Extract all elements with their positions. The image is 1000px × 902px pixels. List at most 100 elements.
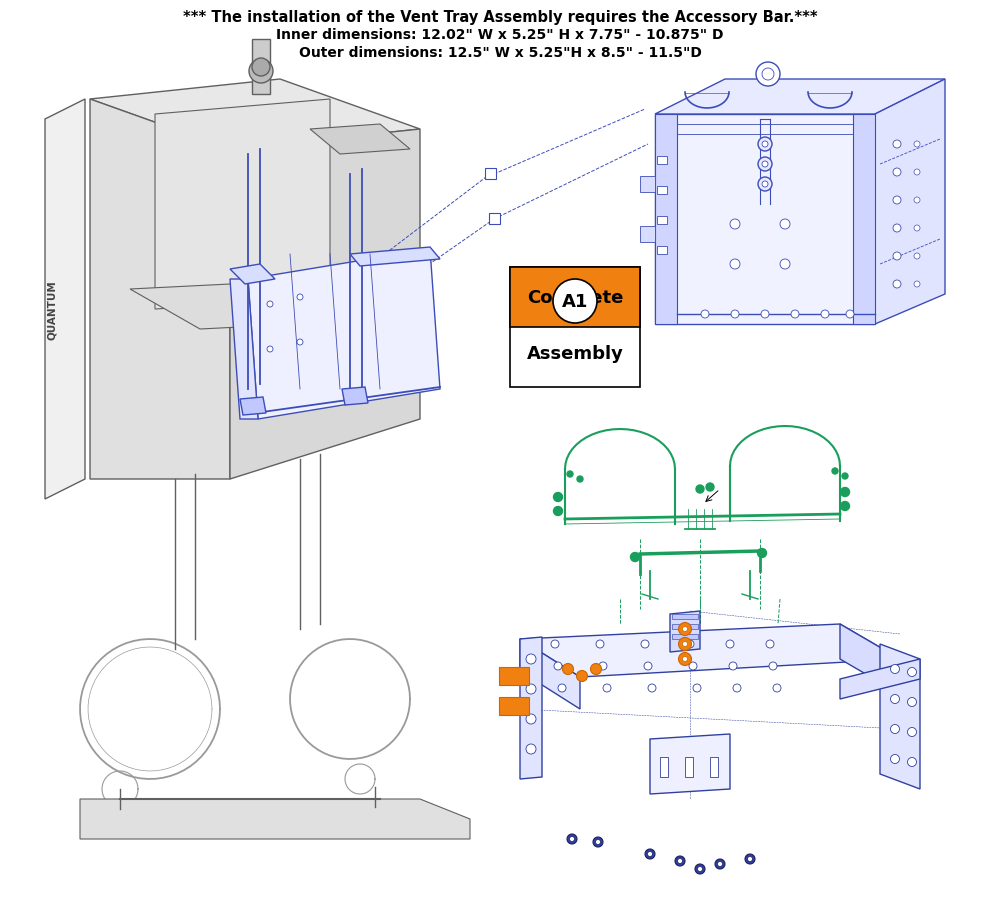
Circle shape bbox=[758, 178, 772, 192]
Polygon shape bbox=[880, 644, 920, 789]
Circle shape bbox=[678, 638, 692, 650]
Polygon shape bbox=[520, 640, 580, 709]
Bar bbox=[252, 40, 270, 95]
Circle shape bbox=[731, 310, 739, 318]
Polygon shape bbox=[840, 659, 920, 699]
Circle shape bbox=[693, 685, 701, 692]
Circle shape bbox=[893, 225, 901, 233]
Circle shape bbox=[698, 867, 702, 871]
Circle shape bbox=[631, 553, 640, 562]
Text: Complete: Complete bbox=[527, 289, 623, 307]
Polygon shape bbox=[840, 624, 900, 695]
Circle shape bbox=[730, 220, 740, 230]
Circle shape bbox=[891, 724, 900, 733]
Bar bbox=[710, 757, 718, 778]
Polygon shape bbox=[853, 115, 875, 325]
Polygon shape bbox=[130, 280, 400, 329]
Polygon shape bbox=[650, 734, 730, 794]
Circle shape bbox=[689, 662, 697, 670]
Bar bbox=[657, 157, 667, 165]
FancyBboxPatch shape bbox=[499, 667, 529, 686]
Circle shape bbox=[554, 493, 562, 502]
Circle shape bbox=[766, 640, 774, 649]
Circle shape bbox=[840, 488, 850, 497]
Circle shape bbox=[596, 640, 604, 649]
Circle shape bbox=[893, 197, 901, 205]
Bar bbox=[657, 247, 667, 254]
Circle shape bbox=[562, 664, 574, 675]
Circle shape bbox=[267, 346, 273, 353]
Polygon shape bbox=[655, 115, 677, 325]
Circle shape bbox=[678, 653, 692, 666]
Circle shape bbox=[554, 507, 562, 516]
Bar bbox=[672, 624, 698, 630]
Circle shape bbox=[526, 654, 536, 664]
Circle shape bbox=[762, 161, 768, 168]
Bar bbox=[672, 634, 698, 640]
Polygon shape bbox=[240, 398, 266, 416]
Circle shape bbox=[758, 138, 772, 152]
Circle shape bbox=[891, 665, 900, 674]
Circle shape bbox=[715, 859, 725, 869]
Polygon shape bbox=[230, 264, 275, 285]
Circle shape bbox=[648, 851, 652, 857]
Circle shape bbox=[682, 627, 688, 631]
Circle shape bbox=[891, 755, 900, 764]
Circle shape bbox=[599, 662, 607, 670]
Polygon shape bbox=[640, 226, 655, 243]
Circle shape bbox=[914, 198, 920, 204]
Polygon shape bbox=[230, 130, 420, 480]
Polygon shape bbox=[670, 612, 700, 652]
FancyBboxPatch shape bbox=[499, 697, 529, 715]
Polygon shape bbox=[248, 250, 440, 419]
Bar bbox=[685, 757, 693, 778]
Circle shape bbox=[726, 640, 734, 649]
Circle shape bbox=[914, 281, 920, 288]
Circle shape bbox=[641, 640, 649, 649]
Circle shape bbox=[267, 301, 273, 308]
Bar bbox=[485, 169, 496, 179]
Polygon shape bbox=[342, 388, 368, 406]
Text: Inner dimensions: 12.02" W x 5.25" H x 7.75" - 10.875" D: Inner dimensions: 12.02" W x 5.25" H x 7… bbox=[276, 28, 724, 42]
Circle shape bbox=[706, 483, 714, 492]
Polygon shape bbox=[310, 124, 410, 155]
Circle shape bbox=[526, 744, 536, 754]
Circle shape bbox=[645, 849, 655, 859]
Circle shape bbox=[648, 685, 656, 692]
Circle shape bbox=[297, 295, 303, 300]
Text: A1: A1 bbox=[562, 292, 588, 310]
Circle shape bbox=[846, 310, 854, 318]
Circle shape bbox=[596, 840, 600, 844]
Circle shape bbox=[914, 170, 920, 176]
Polygon shape bbox=[90, 100, 230, 480]
Circle shape bbox=[733, 685, 741, 692]
Polygon shape bbox=[875, 80, 945, 325]
Circle shape bbox=[718, 861, 722, 867]
Circle shape bbox=[914, 226, 920, 232]
Polygon shape bbox=[80, 799, 470, 839]
Circle shape bbox=[593, 837, 603, 847]
Text: *** The installation of the Vent Tray Assembly requires the Accessory Bar.***: *** The installation of the Vent Tray As… bbox=[183, 10, 817, 25]
Circle shape bbox=[695, 864, 705, 874]
Circle shape bbox=[526, 714, 536, 724]
Circle shape bbox=[791, 310, 799, 318]
Circle shape bbox=[840, 502, 850, 511]
Circle shape bbox=[908, 758, 916, 767]
Circle shape bbox=[590, 664, 602, 675]
Circle shape bbox=[678, 859, 682, 863]
Circle shape bbox=[682, 642, 688, 647]
Polygon shape bbox=[655, 80, 945, 115]
Circle shape bbox=[769, 662, 777, 670]
Circle shape bbox=[553, 280, 597, 324]
Circle shape bbox=[249, 60, 273, 84]
Circle shape bbox=[297, 340, 303, 345]
Circle shape bbox=[821, 310, 829, 318]
Circle shape bbox=[678, 622, 692, 636]
Circle shape bbox=[686, 640, 694, 649]
Text: Assembly: Assembly bbox=[527, 345, 623, 363]
Circle shape bbox=[748, 857, 753, 861]
Circle shape bbox=[526, 685, 536, 695]
Circle shape bbox=[696, 485, 704, 493]
Circle shape bbox=[756, 63, 780, 87]
Circle shape bbox=[832, 468, 838, 474]
